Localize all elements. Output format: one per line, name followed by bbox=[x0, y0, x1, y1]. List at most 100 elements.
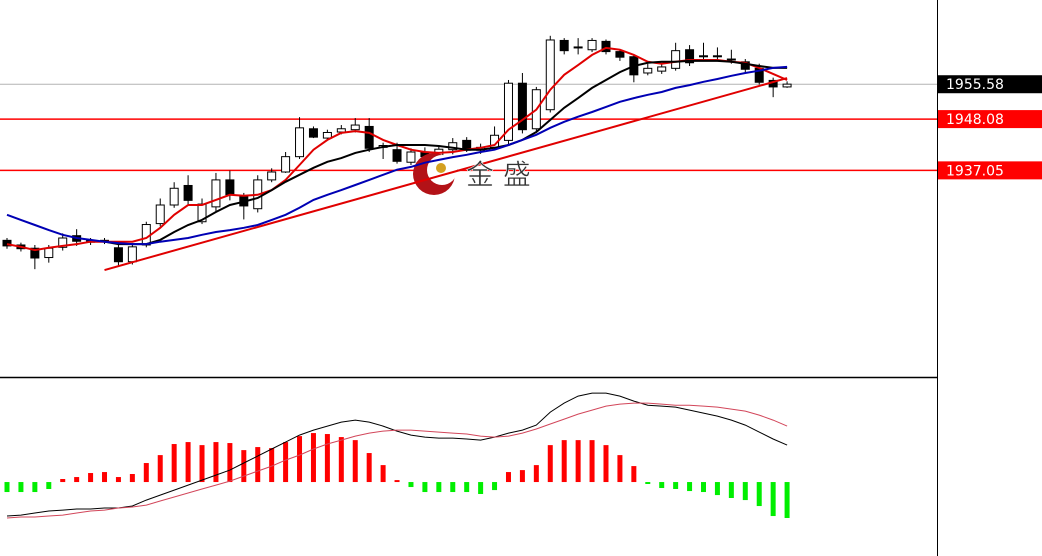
candle-body bbox=[155, 204, 165, 225]
histogram-bar bbox=[269, 448, 275, 483]
candle-body bbox=[350, 124, 360, 131]
candle-body bbox=[127, 246, 137, 263]
candle-body bbox=[169, 187, 179, 206]
candle-body bbox=[392, 149, 402, 162]
histogram-bar bbox=[324, 434, 330, 483]
histogram-bar bbox=[199, 445, 205, 483]
histogram-bar bbox=[478, 482, 484, 494]
candle-body bbox=[58, 237, 68, 248]
histogram-bar bbox=[102, 472, 108, 483]
candle-body bbox=[573, 46, 583, 49]
candle-body bbox=[364, 125, 374, 149]
histogram-bar bbox=[505, 472, 511, 483]
candle-body bbox=[503, 82, 513, 141]
candle-body bbox=[587, 39, 597, 51]
level-label: 1937.05 bbox=[946, 163, 1004, 179]
histogram-bar bbox=[450, 482, 456, 493]
last-price-label: 1955.58 bbox=[946, 77, 1004, 93]
histogram-bar bbox=[603, 445, 609, 483]
histogram-bar bbox=[464, 482, 470, 493]
candle-body bbox=[308, 128, 318, 138]
macd-line bbox=[6, 392, 788, 517]
histogram-bar bbox=[728, 482, 734, 499]
watermark: 金 盛 bbox=[466, 158, 531, 191]
histogram-bar bbox=[46, 482, 52, 489]
histogram-bar bbox=[519, 470, 525, 483]
candle-body bbox=[211, 179, 221, 208]
candle-body bbox=[671, 50, 681, 69]
histogram-bar bbox=[297, 436, 303, 483]
histogram-bar bbox=[60, 479, 66, 483]
candle-body bbox=[657, 66, 667, 72]
level-label-box bbox=[938, 110, 1042, 129]
moving-average bbox=[104, 59, 788, 246]
histogram-bar bbox=[547, 445, 553, 483]
histogram-bar bbox=[213, 442, 219, 483]
histogram-bar bbox=[770, 482, 776, 517]
histogram-bar bbox=[561, 440, 567, 483]
axis-layer: 1948.08 1937.05 1955.58 bbox=[938, 75, 1042, 180]
histogram-bar bbox=[631, 466, 637, 483]
candle-body bbox=[44, 247, 54, 259]
histogram-bar bbox=[784, 482, 790, 518]
histogram-bar bbox=[88, 473, 94, 483]
back-layer bbox=[0, 83, 937, 172]
candle-body bbox=[322, 131, 332, 139]
histogram-bar bbox=[18, 482, 24, 493]
histogram-bar bbox=[714, 482, 720, 496]
histogram-bar bbox=[380, 465, 386, 483]
histogram-bar bbox=[157, 455, 163, 483]
histogram-bar bbox=[241, 450, 247, 483]
candle-body bbox=[712, 55, 722, 58]
histogram-bar bbox=[352, 440, 358, 483]
trend-line bbox=[104, 77, 788, 272]
histogram-bar bbox=[645, 482, 651, 484]
histogram-bar bbox=[74, 477, 80, 483]
histogram-bar bbox=[617, 455, 623, 483]
histogram-bar bbox=[673, 482, 679, 489]
candle-body bbox=[517, 82, 527, 131]
candle-body bbox=[30, 247, 40, 259]
histogram-bar bbox=[171, 444, 177, 483]
histogram-bar bbox=[659, 482, 665, 489]
histogram-bar bbox=[227, 443, 233, 483]
candle-body bbox=[545, 39, 555, 111]
moving-average bbox=[6, 65, 788, 246]
candle-body bbox=[782, 83, 792, 88]
candle-body bbox=[183, 184, 193, 201]
histogram-bar bbox=[185, 442, 191, 483]
histogram-bar bbox=[589, 440, 595, 483]
candle-body bbox=[448, 142, 458, 151]
histogram-bar bbox=[492, 482, 498, 491]
histogram-bar bbox=[408, 482, 414, 488]
histogram-bar bbox=[575, 440, 581, 483]
candle-body bbox=[113, 247, 123, 263]
histogram-bar bbox=[338, 437, 344, 483]
histogram-bar bbox=[283, 442, 289, 483]
front-layer: 金 盛 bbox=[6, 46, 788, 519]
candle-body bbox=[406, 151, 416, 163]
histogram-bar bbox=[310, 433, 316, 483]
histogram-bar bbox=[701, 482, 706, 493]
histogram-bar bbox=[255, 447, 261, 483]
candle-body bbox=[267, 171, 277, 181]
level-label-box bbox=[938, 161, 1042, 180]
histogram-bar bbox=[394, 480, 400, 483]
candle-body bbox=[559, 39, 569, 52]
level-label: 1948.08 bbox=[946, 112, 1004, 128]
histogram-bar bbox=[687, 482, 693, 492]
histogram-bar bbox=[4, 482, 10, 493]
histogram-bar bbox=[143, 463, 149, 483]
candle-body bbox=[601, 40, 611, 53]
logo-dot bbox=[436, 163, 446, 173]
candle-body bbox=[643, 67, 653, 74]
candle-body bbox=[2, 239, 12, 247]
candle-body bbox=[281, 156, 291, 173]
candle-body bbox=[699, 55, 708, 58]
candle-body bbox=[295, 127, 305, 158]
histogram-bar bbox=[436, 482, 442, 493]
histogram-bar bbox=[533, 465, 539, 483]
histogram-bar bbox=[32, 482, 38, 493]
histogram-bar bbox=[115, 477, 121, 483]
